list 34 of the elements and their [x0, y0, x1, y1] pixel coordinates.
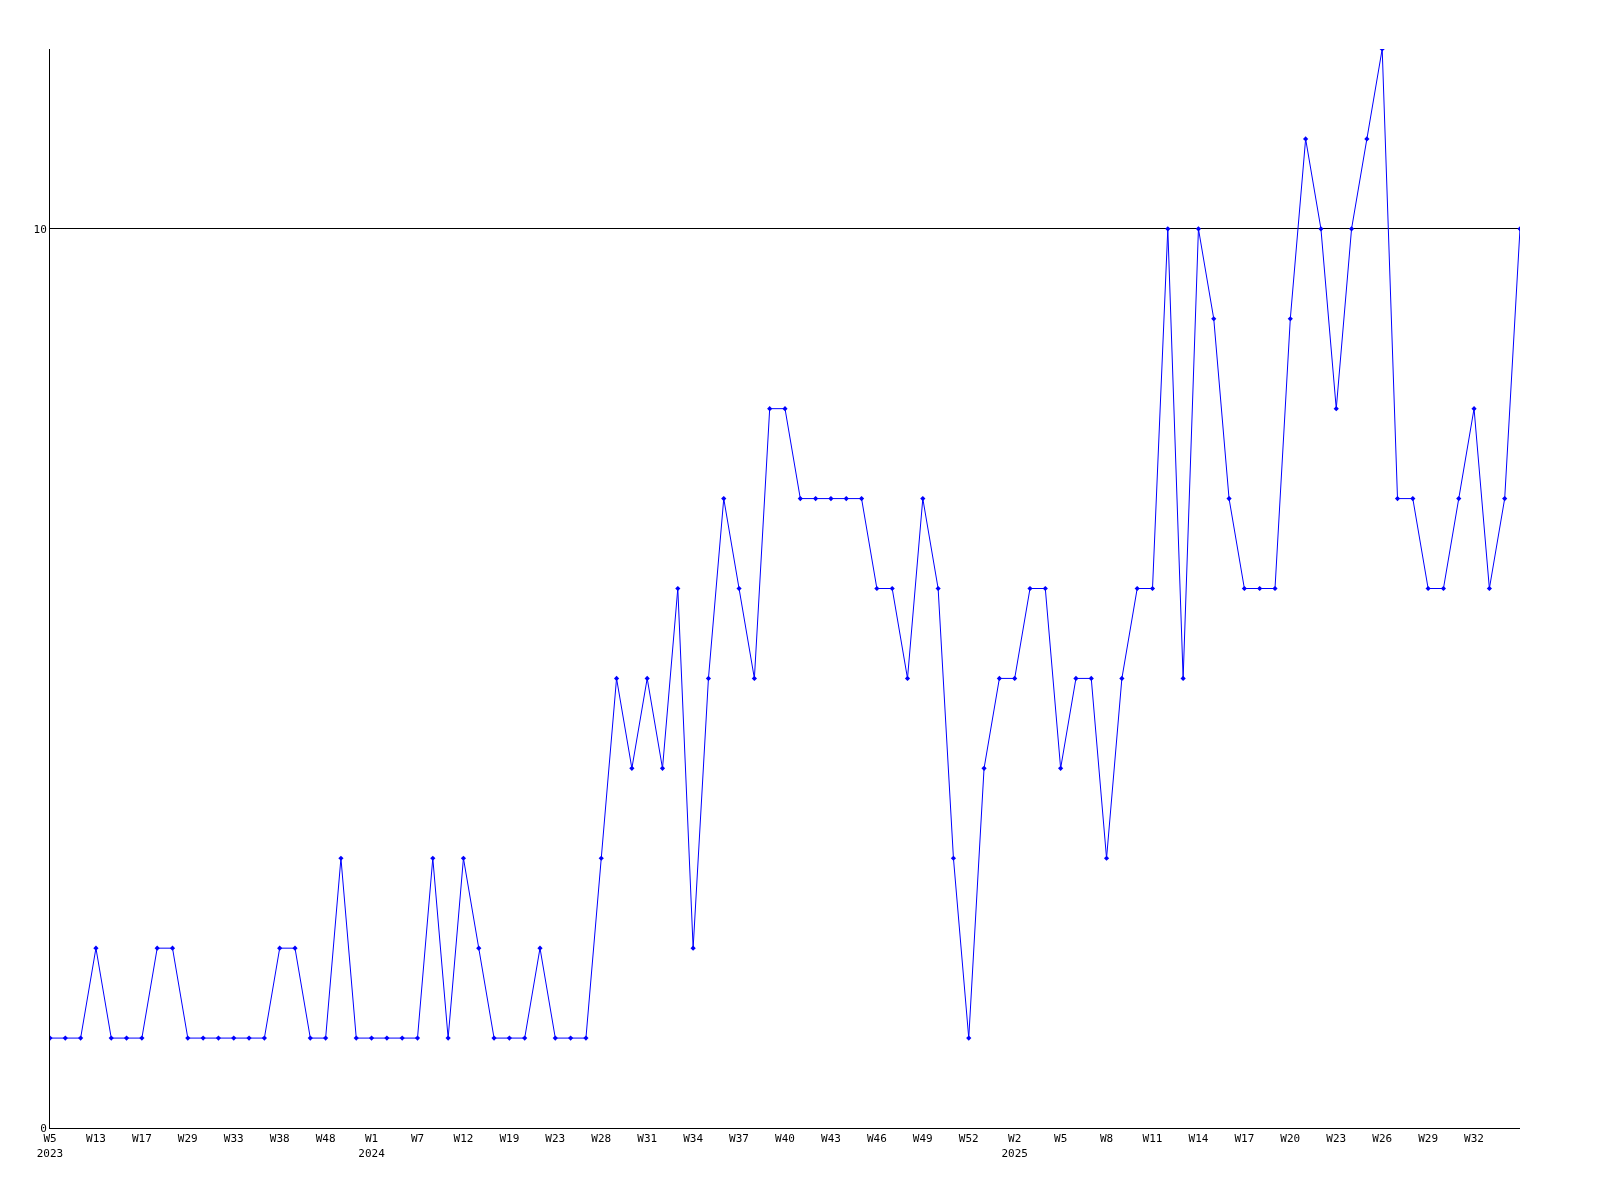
x-tick-label: W48 — [315, 1132, 336, 1146]
x-tick-label: W46 — [866, 1132, 887, 1146]
x-tick-label: W29 — [1418, 1132, 1439, 1146]
x-tick-label: W33 — [223, 1132, 244, 1146]
y-tick-label: 10 — [33, 222, 47, 236]
x-tick-label: W23 — [1326, 1132, 1347, 1146]
x-tick-label: W5 — [1054, 1132, 1068, 1146]
x-tick-label: W12 — [453, 1132, 474, 1146]
x-tick-label: W40 — [775, 1132, 795, 1146]
x-tick-label: W52 — [958, 1132, 979, 1146]
x-tick-label: W29 — [177, 1132, 198, 1146]
x-tick-label: W37 — [729, 1132, 749, 1146]
x-tick-label: W28 — [591, 1132, 612, 1146]
x-tick-label: W43 — [821, 1132, 841, 1146]
x-tick-label: W13 — [86, 1132, 106, 1146]
x-tick-label: W34 — [683, 1132, 704, 1146]
x-tick-label: W31 — [637, 1132, 658, 1146]
x-tick-label: W17 — [1234, 1132, 1255, 1146]
x-tick-label: W5 2023 — [36, 1132, 64, 1160]
x-tick-label: W14 — [1188, 1132, 1209, 1146]
x-tick-label: W32 — [1464, 1132, 1484, 1146]
y-tick-label: 0 — [40, 1121, 47, 1135]
x-tick-label: W20 — [1280, 1132, 1301, 1146]
x-tick-label: W8 — [1099, 1132, 1114, 1146]
x-tick-label: W23 — [545, 1132, 566, 1146]
x-tick-label: W17 — [131, 1132, 152, 1146]
x-tick-label: W1 2024 — [358, 1132, 386, 1160]
x-tick-label: W26 — [1372, 1132, 1393, 1146]
x-tick-label: W7 — [410, 1132, 425, 1146]
x-tick-label: W38 — [269, 1132, 290, 1146]
x-tick-label: W2 2025 — [1001, 1132, 1028, 1160]
x-tick-label: W49 — [912, 1132, 933, 1146]
x-tick-label: W19 — [499, 1132, 520, 1146]
x-tick-label: W11 — [1142, 1132, 1163, 1146]
